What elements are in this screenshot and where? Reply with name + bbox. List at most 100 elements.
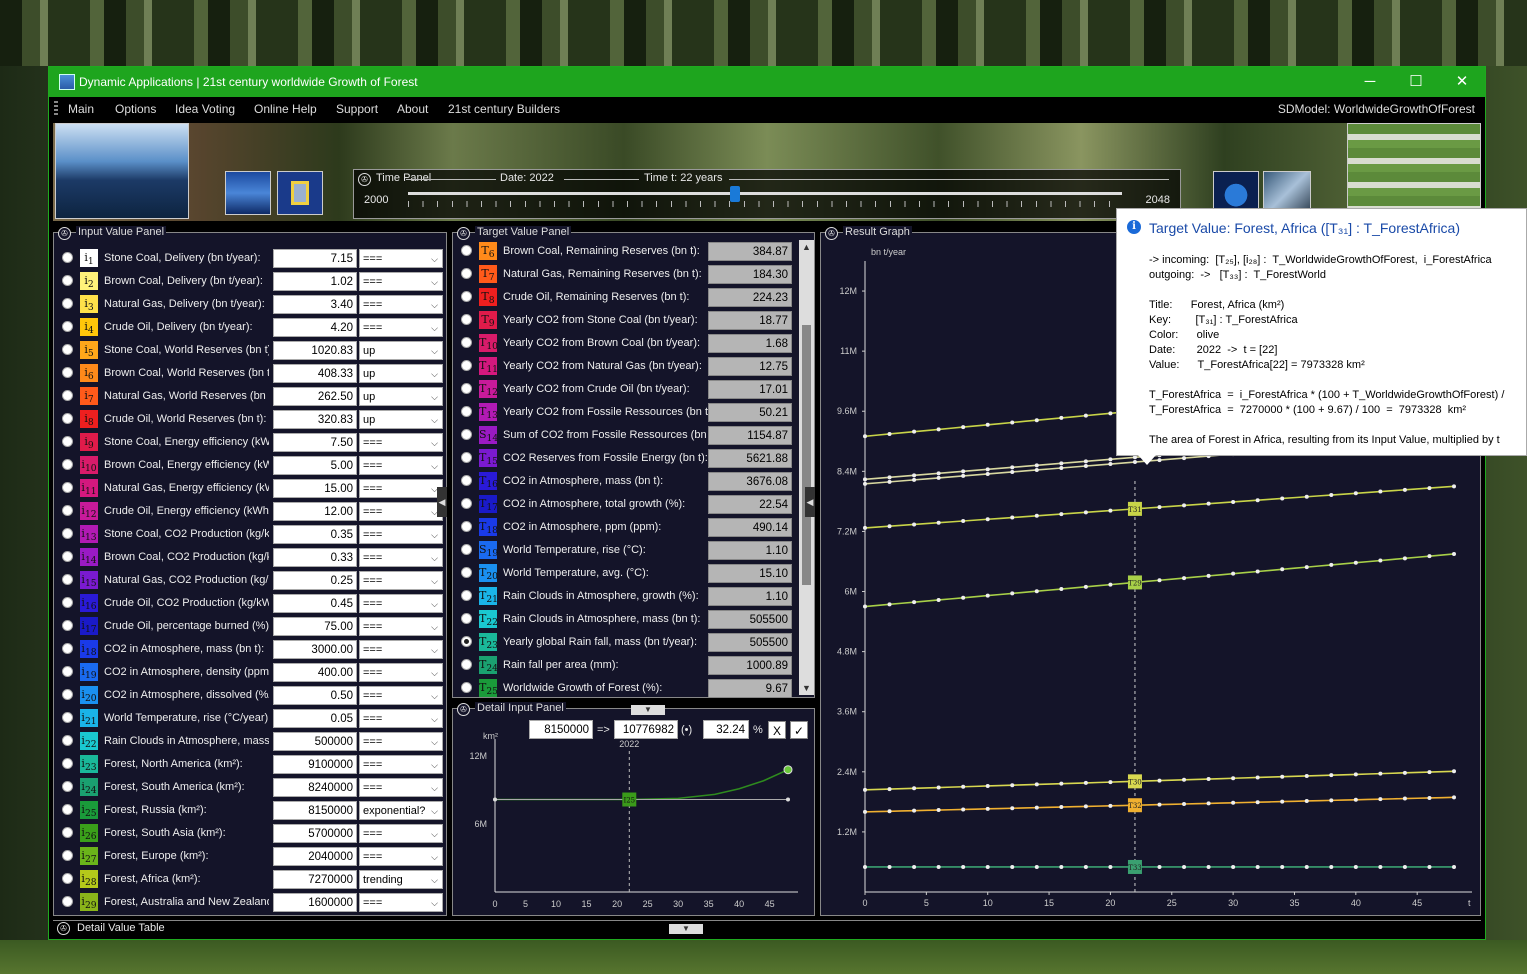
target-row-radio[interactable] <box>461 314 472 325</box>
target-row-radio[interactable] <box>461 613 472 624</box>
input-mode-select[interactable]: === ⌵ <box>359 479 443 498</box>
detail-value-table-bar[interactable]: ✇ Detail Value Table ▼ <box>53 920 1481 936</box>
target-row-radio[interactable] <box>461 429 472 440</box>
input-row-radio[interactable] <box>62 781 73 792</box>
scroll-down-icon[interactable]: ▼ <box>802 683 811 693</box>
input-row[interactable]: i25 Forest, Russia (km²): 8150000 exponenti… <box>54 799 448 822</box>
input-mode-select[interactable]: === ⌵ <box>359 617 443 636</box>
target-row[interactable]: S14 Sum of CO2 from Fossile Ressources (b… <box>453 424 799 447</box>
input-value-field[interactable]: 7270000 <box>273 870 357 889</box>
input-mode-select[interactable]: === ⌵ <box>359 295 443 314</box>
input-value-field[interactable]: 5700000 <box>273 824 357 843</box>
confirm-button[interactable]: ✓ <box>790 721 808 739</box>
input-value-field[interactable]: 1600000 <box>273 893 357 912</box>
input-row-radio[interactable] <box>62 551 73 562</box>
time-slider-track[interactable] <box>408 192 1122 195</box>
input-row-radio[interactable] <box>62 321 73 332</box>
target-row-radio[interactable] <box>461 567 472 578</box>
menu-about[interactable]: About <box>397 102 429 116</box>
input-row-radio[interactable] <box>62 252 73 263</box>
target-row-radio[interactable] <box>461 337 472 348</box>
input-row[interactable]: i21 World Temperature, rise (°C/year): 0.0… <box>54 707 448 730</box>
target-row-radio[interactable] <box>461 245 472 256</box>
series-marker[interactable] <box>1127 575 1142 590</box>
input-row-radio[interactable] <box>62 827 73 838</box>
target-row[interactable]: T20 World Temperature, avg. (°C): 15.10 <box>453 562 799 585</box>
input-row-radio[interactable] <box>62 666 73 677</box>
input-row[interactable]: i22 Rain Clouds in Atmosphere, mass (b 500… <box>54 730 448 753</box>
input-row-radio[interactable] <box>62 873 73 884</box>
input-mode-select[interactable]: === ⌵ <box>359 318 443 337</box>
title-bar[interactable]: Dynamic Applications | 21st century worl… <box>49 67 1485 97</box>
target-row[interactable]: T10 Yearly CO2 from Brown Coal (bn t/year… <box>453 332 799 355</box>
menu-options[interactable]: Options <box>115 102 157 116</box>
target-row[interactable]: T9 Yearly CO2 from Stone Coal (bn t/year)… <box>453 309 799 332</box>
input-value-field[interactable]: 5.00 <box>273 456 357 475</box>
input-value-field[interactable]: 7.50 <box>273 433 357 452</box>
menu-main[interactable]: Main <box>68 102 95 116</box>
input-mode-select[interactable]: === ⌵ <box>359 640 443 659</box>
target-row-radio[interactable] <box>461 291 472 302</box>
input-value-field[interactable]: 4.20 <box>273 318 357 337</box>
result-chart[interactable]: 1.2M 2.4M 3.6M 4.8M 6M 7.2M 8.4M 9.6M 11M 12M 0 5 10… <box>821 233 1480 915</box>
input-row[interactable]: i14 Brown Coal, CO2 Production (kg/kW 0.33… <box>54 546 448 569</box>
detail-target-point[interactable] <box>783 765 793 775</box>
target-row-radio[interactable] <box>461 521 472 532</box>
target-row-radio[interactable] <box>461 268 472 279</box>
series-marker[interactable] <box>1127 859 1142 874</box>
input-row[interactable]: i20 CO2 in Atmosphere, dissolved (%/ye 0.5… <box>54 684 448 707</box>
input-value-field[interactable]: 8150000 <box>273 801 357 820</box>
input-row-radio[interactable] <box>62 482 73 493</box>
detail-chart[interactable]: km² 12M 6M 0 5 10 15 20 25 30 35 40 45 2022 I25 <box>453 709 814 915</box>
input-row-radio[interactable] <box>62 643 73 654</box>
input-value-field[interactable]: 1020.83 <box>273 341 357 360</box>
target-row[interactable]: T15 CO2 Reserves from Fossile Energy (bn … <box>453 447 799 470</box>
input-row-radio[interactable] <box>62 275 73 286</box>
input-mode-select[interactable]: up ⌵ <box>359 341 443 360</box>
input-row[interactable]: i13 Stone Coal, CO2 Production (kg/kW 0.35… <box>54 523 448 546</box>
target-row[interactable]: T6 Brown Coal, Remaining Reserves (bn t):… <box>453 240 799 263</box>
input-value-field[interactable]: 0.25 <box>273 571 357 590</box>
input-value-field[interactable]: 15.00 <box>273 479 357 498</box>
input-value-field[interactable]: 12.00 <box>273 502 357 521</box>
target-row[interactable]: T13 Yearly CO2 from Fossile Ressources (b… <box>453 401 799 424</box>
input-mode-select[interactable]: up ⌵ <box>359 364 443 383</box>
input-row[interactable]: i2 Brown Coal, Delivery (bn t/year): 1.02 =… <box>54 270 448 293</box>
detail-to-value[interactable]: 10776982 <box>614 720 678 739</box>
maximize-button[interactable]: ☐ <box>1409 73 1423 90</box>
input-mode-select[interactable]: up ⌵ <box>359 410 443 429</box>
detail-percent-value[interactable]: 32.24 <box>703 720 749 739</box>
input-row[interactable]: i27 Forest, Europe (km²): 2040000 === ⌵ <box>54 845 448 868</box>
input-row[interactable]: i3 Natural Gas, Delivery (bn t/year): 3.40… <box>54 293 448 316</box>
input-row-radio[interactable] <box>62 850 73 861</box>
input-row-radio[interactable] <box>62 367 73 378</box>
input-row-radio[interactable] <box>62 459 73 470</box>
series-marker[interactable] <box>1127 774 1142 789</box>
input-row-radio[interactable] <box>62 896 73 907</box>
target-scrollbar[interactable]: ▲ ▼ <box>799 240 814 695</box>
target-row-radio[interactable] <box>461 682 472 693</box>
input-row-radio[interactable] <box>62 735 73 746</box>
input-value-field[interactable]: 7.15 <box>273 249 357 268</box>
input-value-field[interactable]: 3000.00 <box>273 640 357 659</box>
input-value-field[interactable]: 400.00 <box>273 663 357 682</box>
collapse-right-button[interactable]: ◀ <box>805 487 815 517</box>
target-row[interactable]: T11 Yearly CO2 from Natural Gas (bn t/yea… <box>453 355 799 378</box>
input-value-field[interactable]: 0.50 <box>273 686 357 705</box>
input-row[interactable]: i6 Brown Coal, World Reserves (bn t): 408.… <box>54 362 448 385</box>
input-row-radio[interactable] <box>62 712 73 723</box>
input-value-field[interactable]: 2040000 <box>273 847 357 866</box>
input-row[interactable]: i24 Forest, South America (km²): 8240000 ==… <box>54 776 448 799</box>
target-row-radio[interactable] <box>461 360 472 371</box>
input-value-field[interactable]: 262.50 <box>273 387 357 406</box>
input-row-radio[interactable] <box>62 413 73 424</box>
input-mode-select[interactable]: trending ⌵ <box>359 870 443 889</box>
input-mode-select[interactable]: === ⌵ <box>359 732 443 751</box>
input-value-field[interactable]: 320.83 <box>273 410 357 429</box>
input-row-radio[interactable] <box>62 436 73 447</box>
input-row-radio[interactable] <box>62 505 73 516</box>
input-row-radio[interactable] <box>62 804 73 815</box>
target-row-radio[interactable] <box>461 383 472 394</box>
input-mode-select[interactable]: === ⌵ <box>359 456 443 475</box>
input-row[interactable]: i8 Crude Oil, World Reserves (bn t): 320.8… <box>54 408 448 431</box>
